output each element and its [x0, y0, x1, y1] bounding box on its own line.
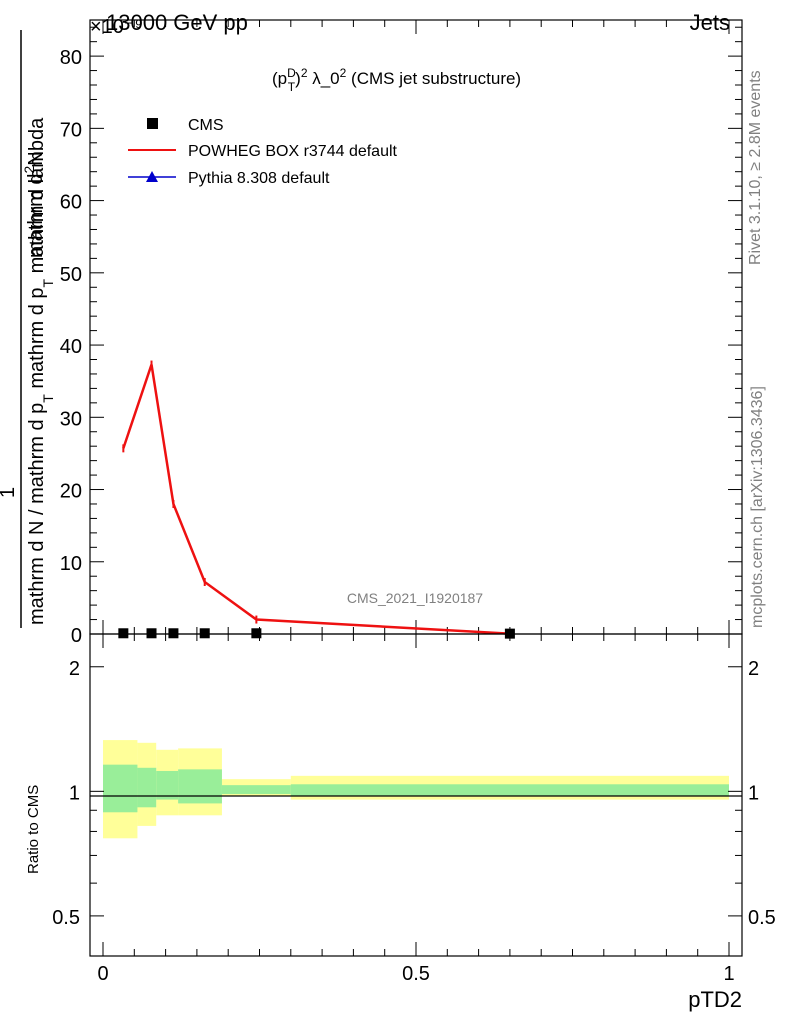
x-tick-label-1: 0.5 — [402, 963, 430, 985]
powheg-series-line — [122, 364, 510, 635]
ratio-inner-band-4 — [221, 785, 291, 795]
legend-label-powheg: POWHEG BOX r3744 default — [188, 143, 398, 160]
analysis-id-watermark: CMS_2021_I1920187 — [347, 590, 483, 606]
main-plot-ticks: 0 10 20 30 40 50 60 70 80 — [60, 20, 742, 647]
ratio-inner-band-5 — [290, 784, 729, 796]
main-ytick-label-4: 40 — [60, 336, 82, 358]
ratio-ytick-label-right-0: 0.5 — [748, 907, 776, 929]
main-ytick-label-6: 60 — [60, 192, 82, 214]
rivet-version-label: Rivet 3.1.10, ≥ 2.8M events — [747, 70, 764, 265]
legend-marker-pythia — [146, 171, 158, 182]
cms-point-0 — [118, 628, 129, 639]
ratio-inner-band-3 — [178, 769, 222, 804]
y-label-prefix: 1 — [0, 487, 19, 498]
main-ytick-label-8: 80 — [60, 47, 82, 69]
main-ytick-label-3: 30 — [60, 408, 82, 430]
ratio-inner-band-1 — [137, 767, 157, 808]
legend: CMS POWHEG BOX r3744 default Pythia 8.30… — [128, 117, 398, 187]
collision-energy-label: 13000 GeV pp — [106, 10, 248, 35]
plot-title: (pD T)2 λ_02 (CMS jet substructure) — [272, 66, 521, 94]
ratio-y-axis-label: Ratio to CMS — [25, 785, 42, 874]
ratio-ytick-label-left-2: 2 — [69, 658, 80, 680]
process-label: Jets — [690, 10, 730, 35]
y-axis-exponent: ×10⁻⁹ — [90, 16, 143, 38]
y-label-numerator: mathrm d2N — [21, 151, 47, 258]
x-tick-label-2: 1 — [723, 963, 734, 985]
main-ytick-label-2: 20 — [60, 481, 82, 503]
legend-label-pythia: Pythia 8.308 default — [188, 170, 330, 187]
ratio-plot-ticks: 0 0.5 1 0.5 0.5 1 1 2 2 — [52, 634, 776, 985]
main-ytick-label-7: 70 — [60, 119, 82, 141]
main-ytick-label-1: 10 — [60, 553, 82, 575]
ratio-ytick-label-left-1: 1 — [69, 782, 80, 804]
main-y-axis-label: mathrm d2N mathrm d N / mathrm d pT math… — [0, 30, 56, 628]
x-tick-label-0: 0 — [97, 963, 108, 985]
ratio-ytick-label-right-2: 2 — [748, 658, 759, 680]
main-ytick-label-0: 0 — [71, 625, 82, 647]
main-ytick-label-5: 50 — [60, 264, 82, 286]
ratio-ytick-label-right-1: 1 — [748, 782, 759, 804]
cms-point-3 — [199, 628, 210, 639]
ratio-inner-band-0 — [103, 764, 138, 813]
legend-label-cms: CMS — [188, 117, 224, 134]
ratio-uncertainty-bands — [103, 740, 729, 839]
cms-point-2 — [168, 628, 179, 639]
ratio-inner-band-2 — [156, 770, 179, 800]
ratio-ytick-label-left-0: 0.5 — [52, 907, 80, 929]
cms-point-4 — [251, 628, 262, 639]
ratio-plot-frame — [89, 633, 743, 957]
cms-point-1 — [146, 628, 157, 639]
y-label-denominator: mathrm d N / mathrm d pT mathrm d pT mat… — [26, 117, 56, 625]
legend-marker-cms — [147, 118, 158, 129]
mcplots-reference-label: mcplots.cern.ch [arXiv:1306.3436] — [749, 386, 766, 628]
x-axis-label: pTD2 — [688, 987, 742, 1012]
